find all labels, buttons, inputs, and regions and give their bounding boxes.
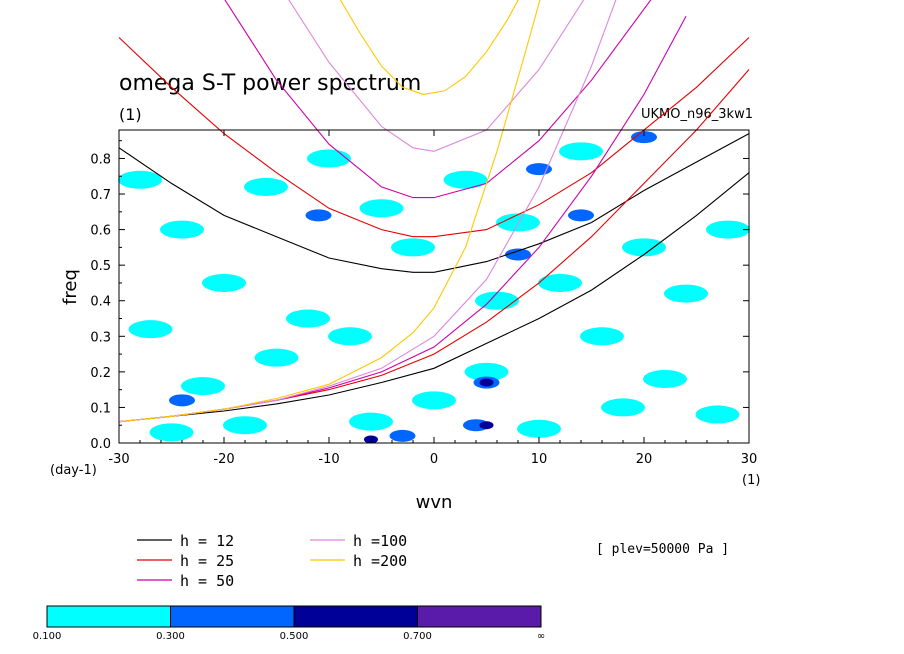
- legend-label: h = 25: [180, 552, 234, 570]
- x-axis-label: wvn: [416, 492, 453, 513]
- curve-h100-branch-0: [288, 0, 585, 152]
- y-axis-label: freq: [60, 269, 81, 305]
- colorbar-segment: [417, 605, 542, 628]
- contour-patch: [496, 213, 540, 232]
- y-tick-label: 0.0: [90, 437, 111, 452]
- contour-patch: [286, 309, 330, 328]
- source-label: UKMO_n96_3kw1: [641, 107, 753, 122]
- y-tick-label: 0.8: [90, 152, 111, 167]
- contour-patch: [307, 149, 351, 168]
- colorbar-label: ∞: [537, 631, 545, 642]
- contour-patch: [568, 209, 594, 222]
- x-tick-label: 20: [636, 452, 653, 467]
- contour-patch: [244, 177, 288, 196]
- curve-h12-branch-0: [118, 133, 750, 273]
- chart-subtitle: (1): [119, 105, 142, 124]
- legend-label: h = 12: [180, 532, 234, 550]
- contour-patch: [464, 362, 509, 381]
- contour-patch: [505, 248, 531, 261]
- x-tick-label: -10: [318, 452, 339, 467]
- plev-annotation: [ plev=50000 Pa ]: [596, 542, 729, 557]
- legend-label: h =200: [353, 552, 407, 570]
- contour-patch: [643, 369, 687, 388]
- contour-patch: [391, 238, 435, 257]
- x-tick-label: 30: [741, 452, 758, 467]
- colorbar-label: 0.700: [403, 631, 432, 642]
- curve-h25-branch-0: [118, 37, 750, 238]
- y-tick-label: 0.7: [90, 188, 111, 203]
- y-tick-label: 0.4: [90, 295, 111, 310]
- contour-patch: [169, 394, 195, 407]
- dispersion-curves: [118, 0, 750, 423]
- y-tick-label: 0.3: [90, 330, 111, 345]
- x-tick-label: 0: [430, 452, 438, 467]
- colorbar: 0.100 0.300 0.500 0.700 ∞: [33, 605, 545, 642]
- contour-patch: [364, 435, 378, 444]
- contour-patch: [664, 284, 708, 303]
- colorbar-label: 0.300: [156, 631, 185, 642]
- colorbar-label: 0.500: [280, 631, 309, 642]
- contour-patch: [412, 391, 456, 410]
- contour-patch: [622, 238, 666, 257]
- contour-patch: [328, 327, 372, 346]
- contour-patch: [305, 209, 332, 222]
- contour-patch: [631, 131, 657, 144]
- curve-h200-branch-0: [339, 0, 519, 95]
- contour-patch: [479, 378, 494, 387]
- contour-patch: [359, 199, 404, 218]
- contour-patch: [223, 416, 267, 435]
- contour-patch: [706, 220, 750, 239]
- contour-patch: [538, 273, 582, 292]
- y-tick-label: 0.5: [90, 259, 111, 274]
- x-tick-label: -20: [213, 452, 234, 467]
- contour-patch: [181, 377, 225, 396]
- y-tick-label: 0.1: [90, 401, 111, 416]
- contour-patch: [254, 348, 299, 367]
- colorbar-segment: [293, 605, 418, 628]
- contour-patch: [128, 320, 173, 339]
- x-unit-label: (1): [742, 473, 760, 488]
- contour-patch: [695, 405, 740, 424]
- contour-patch: [160, 220, 204, 239]
- y-tick-label: 0.2: [90, 366, 111, 381]
- colorbar-segment: [46, 605, 171, 628]
- x-axis: -30 -20 -10 0 10 20 30: [108, 130, 757, 467]
- x-tick-label: 10: [531, 452, 548, 467]
- y-tick-label: 0.6: [90, 224, 111, 239]
- legend-label: h = 50: [180, 572, 234, 590]
- contour-patch: [601, 398, 645, 417]
- colorbar-label: 0.100: [33, 631, 62, 642]
- y-unit-label: (day-1): [50, 463, 97, 478]
- contour-patch: [475, 291, 519, 310]
- chart-title: omega S-T power spectrum: [119, 71, 421, 96]
- contour-patch: [118, 170, 162, 189]
- contour-patch: [559, 142, 603, 161]
- x-tick-label: -30: [108, 452, 129, 467]
- contour-patch: [517, 419, 561, 438]
- contour-patches: [118, 131, 750, 444]
- curve-h12-branch-1: [118, 172, 750, 423]
- colorbar-segment: [170, 605, 295, 628]
- legend: h = 12 h = 25 h = 50 h =100 h =200: [137, 532, 407, 590]
- contour-patch: [349, 412, 393, 431]
- curve-h50-branch-0: [224, 0, 652, 199]
- contour-patch: [149, 423, 194, 442]
- y-axis: 0.0 0.1 0.2 0.3 0.4 0.5 0.6 0.7 0.8: [90, 140, 749, 452]
- contour-patch: [580, 327, 624, 346]
- legend-label: h =100: [353, 532, 407, 550]
- contour-patch: [389, 429, 416, 442]
- curve-h200-branch-1: [118, 0, 541, 423]
- contour-patch: [202, 273, 246, 292]
- contour-patch: [479, 421, 494, 430]
- contour-patch: [443, 170, 488, 189]
